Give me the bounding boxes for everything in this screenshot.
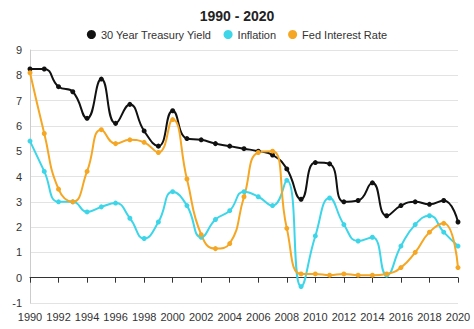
svg-text:2014: 2014: [360, 311, 384, 323]
svg-text:2002: 2002: [189, 311, 213, 323]
svg-text:2004: 2004: [217, 311, 241, 323]
svg-text:2000: 2000: [160, 311, 184, 323]
svg-text:1998: 1998: [132, 311, 156, 323]
svg-text:6: 6: [16, 120, 22, 132]
svg-text:Inflation: Inflation: [238, 29, 277, 41]
svg-text:2008: 2008: [275, 311, 299, 323]
svg-text:-1: -1: [12, 297, 22, 309]
svg-text:30 Year Treasury Yield: 30 Year Treasury Yield: [101, 29, 211, 41]
svg-text:3: 3: [16, 196, 22, 208]
svg-text:Fed Interest Rate: Fed Interest Rate: [302, 29, 387, 41]
svg-text:2006: 2006: [246, 311, 270, 323]
svg-text:2016: 2016: [389, 311, 413, 323]
svg-text:1994: 1994: [75, 311, 99, 323]
svg-text:1: 1: [16, 246, 22, 258]
svg-text:7: 7: [16, 95, 22, 107]
svg-text:2012: 2012: [332, 311, 356, 323]
svg-text:2010: 2010: [303, 311, 327, 323]
svg-text:5: 5: [16, 145, 22, 157]
svg-text:1992: 1992: [46, 311, 70, 323]
svg-text:1990: 1990: [18, 311, 42, 323]
svg-text:9: 9: [16, 44, 22, 56]
svg-text:2: 2: [16, 221, 22, 233]
svg-text:0: 0: [16, 272, 22, 284]
svg-text:2018: 2018: [417, 311, 441, 323]
svg-text:2020: 2020: [446, 311, 470, 323]
svg-text:4: 4: [16, 171, 22, 183]
svg-text:1990 - 2020: 1990 - 2020: [200, 8, 275, 24]
svg-text:1996: 1996: [103, 311, 127, 323]
svg-text:8: 8: [16, 69, 22, 81]
